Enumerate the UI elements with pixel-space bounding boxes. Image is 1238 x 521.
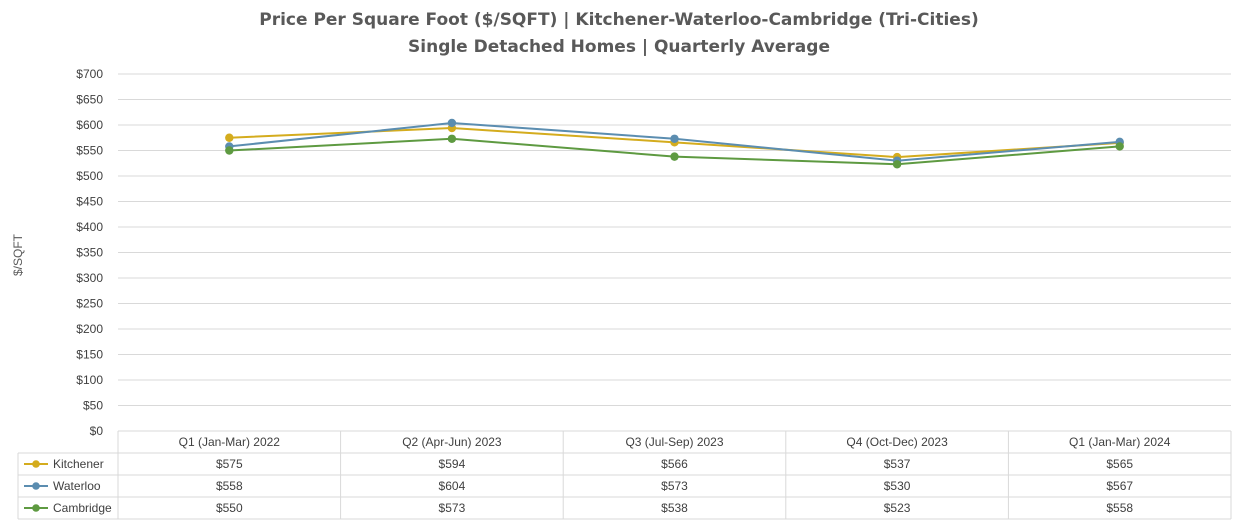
data-point-cambridge bbox=[447, 134, 457, 143]
data-label: $565 bbox=[1106, 457, 1133, 471]
data-label: $575 bbox=[216, 457, 243, 471]
y-tick-label: $550 bbox=[76, 144, 103, 158]
data-label: $594 bbox=[439, 457, 466, 471]
y-axis-ticks: $0 $50 $100 $150 $200 $250 $300 $350 $400 $450 $50… bbox=[76, 67, 103, 438]
y-tick-label: $650 bbox=[76, 93, 103, 107]
data-label: $573 bbox=[661, 479, 688, 493]
data-label: $538 bbox=[661, 501, 688, 515]
chart-subtitle: Single Detached Homes | Quarterly Averag… bbox=[408, 37, 830, 57]
data-label: $537 bbox=[884, 457, 911, 471]
x-category-label: Q1 (Jan-Mar) 2024 bbox=[1069, 435, 1171, 449]
data-label: $558 bbox=[216, 479, 243, 493]
data-label: $566 bbox=[661, 457, 688, 471]
x-category-label: Q1 (Jan-Mar) 2022 bbox=[179, 435, 281, 449]
data-point-cambridge bbox=[1115, 142, 1124, 151]
y-tick-label: $200 bbox=[76, 322, 103, 336]
x-category-label: Q4 (Oct-Dec) 2023 bbox=[846, 435, 948, 449]
y-tick-label: $100 bbox=[76, 373, 103, 387]
data-point-cambridge bbox=[225, 146, 234, 155]
data-table: Q1 (Jan-Mar) 2022 Q2 (Apr-Jun) 2023 Q3 (Ju… bbox=[17, 430, 1232, 520]
legend-label-kitchener: Kitchener bbox=[53, 457, 104, 471]
series-lines bbox=[225, 118, 1124, 169]
y-tick-label: $50 bbox=[83, 399, 103, 413]
gridlines bbox=[118, 73, 1231, 432]
data-label: $523 bbox=[884, 501, 911, 515]
x-category-label: Q2 (Apr-Jun) 2023 bbox=[402, 435, 502, 449]
y-tick-label: $700 bbox=[76, 67, 103, 81]
x-category-label: Q3 (Jul-Sep) 2023 bbox=[625, 435, 723, 449]
y-tick-label: $0 bbox=[90, 424, 104, 438]
chart-title: Price Per Square Foot ($/SQFT) | Kitchen… bbox=[259, 10, 979, 30]
legend-marker-cambridge bbox=[32, 504, 40, 512]
data-point-cambridge bbox=[892, 160, 902, 169]
y-tick-label: $500 bbox=[76, 169, 103, 183]
legend-marker-kitchener bbox=[32, 460, 40, 468]
y-tick-label: $350 bbox=[76, 246, 103, 260]
data-point-kitchener bbox=[225, 133, 234, 142]
y-tick-label: $250 bbox=[76, 297, 103, 311]
y-tick-label: $450 bbox=[76, 195, 103, 209]
y-tick-label: $600 bbox=[76, 118, 103, 132]
data-point-cambridge bbox=[670, 152, 679, 161]
data-label: $530 bbox=[884, 479, 911, 493]
y-tick-label: $400 bbox=[76, 220, 103, 234]
y-tick-label: $300 bbox=[76, 271, 103, 285]
data-point-waterloo bbox=[670, 134, 679, 143]
data-point-waterloo bbox=[447, 118, 457, 128]
y-tick-label: $150 bbox=[76, 348, 103, 362]
data-label: $604 bbox=[439, 479, 466, 493]
data-label: $558 bbox=[1106, 501, 1133, 515]
data-label: $567 bbox=[1106, 479, 1133, 493]
legend-label-cambridge: Cambridge bbox=[53, 501, 112, 515]
data-label: $550 bbox=[216, 501, 243, 515]
data-label: $573 bbox=[439, 501, 466, 515]
legend-label-waterloo: Waterloo bbox=[53, 479, 101, 493]
legend-marker-waterloo bbox=[32, 482, 40, 490]
